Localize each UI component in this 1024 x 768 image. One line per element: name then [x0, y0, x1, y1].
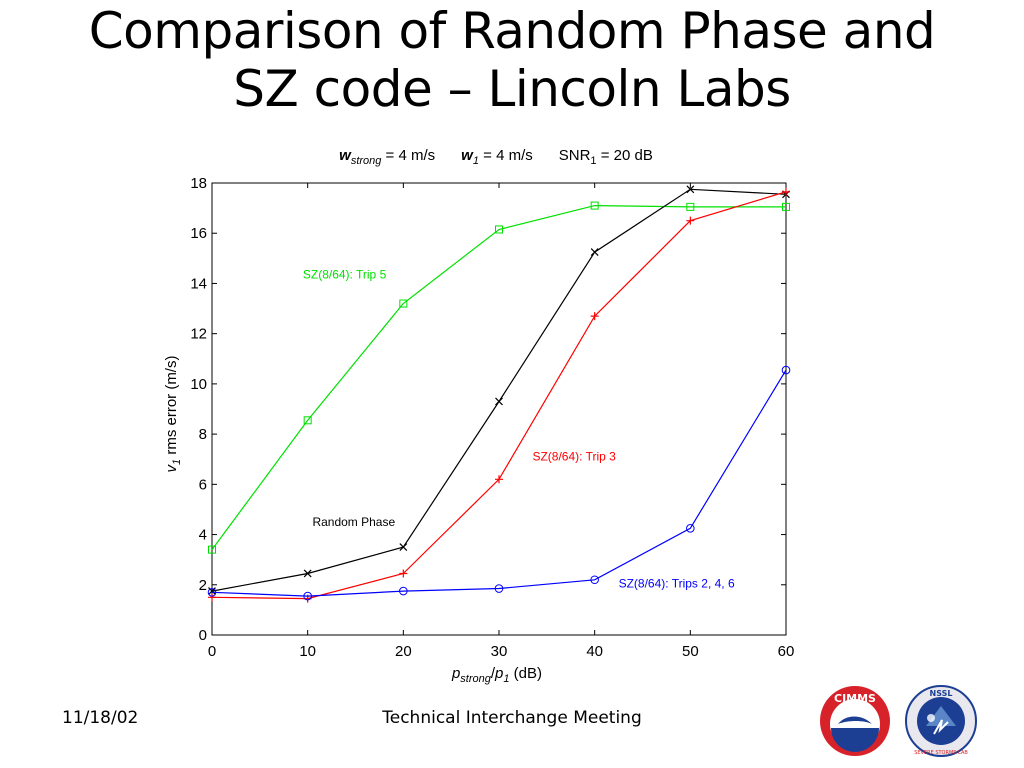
series-1: Random Phase	[208, 185, 790, 595]
y-tick-label: 0	[199, 627, 207, 644]
data-point	[590, 248, 599, 256]
series-line	[211, 188, 787, 592]
data-point	[208, 545, 216, 554]
data-point	[782, 187, 790, 196]
x-axis-label: pstrong/p1 (dB)	[451, 665, 542, 685]
nssl-logo: NSSL SEVERE STORMS LAB	[905, 685, 977, 757]
series-3: SZ(8/64): Trips 2, 4, 6	[207, 365, 791, 601]
data-point	[495, 397, 503, 406]
series-label: Random Phase	[312, 515, 395, 529]
series-label: SZ(8/64): Trip 3	[532, 449, 616, 463]
y-tick-label: 2	[199, 577, 207, 594]
data-point	[399, 569, 408, 578]
y-tick-label: 4	[199, 527, 207, 544]
data-point	[686, 216, 695, 225]
series-0: SZ(8/64): Trip 5	[208, 201, 790, 554]
footer-date: 11/18/02	[62, 708, 139, 728]
data-point	[399, 299, 408, 308]
cimms-logo: CIMMS	[820, 686, 890, 756]
nssl-logo-arc-text: SEVERE STORMS LAB	[914, 750, 968, 756]
x-tick-label: 60	[778, 643, 795, 660]
series-line	[211, 191, 787, 600]
nssl-logo-text: NSSL	[930, 689, 953, 698]
y-tick-label: 8	[199, 426, 207, 443]
x-tick-label: 0	[208, 643, 216, 660]
slide-title-line2: SZ code – Lincoln Labs	[233, 60, 791, 118]
data-point	[782, 202, 790, 211]
data-point	[303, 416, 312, 425]
footer-title: Technical Interchange Meeting	[382, 708, 642, 728]
y-tick-label: 12	[190, 326, 207, 343]
series-label: SZ(8/64): Trip 5	[303, 267, 387, 281]
series-line	[211, 204, 786, 550]
data-point	[590, 312, 599, 321]
data-point	[686, 202, 695, 211]
series-label: SZ(8/64): Trips 2, 4, 6	[619, 576, 735, 590]
data-point	[494, 584, 504, 593]
data-point	[590, 201, 599, 210]
x-tick-label: 10	[299, 643, 316, 660]
series-line	[211, 369, 787, 597]
data-point	[495, 475, 503, 484]
cimms-logo-text: CIMMS	[834, 692, 876, 705]
chart-title: wstrong = 4 m/s w1 = 4 m/s SNR1 = 20 dB	[339, 147, 653, 167]
series-2: SZ(8/64): Trip 3	[208, 187, 790, 603]
x-tick-label: 30	[491, 643, 508, 660]
slide-title: Comparison of Random Phase and SZ code –…	[0, 2, 1024, 118]
data-point	[399, 586, 408, 596]
x-tick-label: 50	[682, 643, 699, 660]
y-tick-label: 14	[190, 275, 207, 292]
data-point	[303, 569, 312, 578]
data-point	[781, 365, 791, 375]
y-tick-label: 18	[190, 175, 207, 192]
y-tick-label: 16	[190, 225, 207, 242]
data-point	[399, 543, 408, 552]
data-point	[495, 225, 503, 234]
y-tick-label: 10	[190, 376, 207, 393]
x-tick-label: 40	[586, 643, 603, 660]
y-axis-label: v1 rms error (m/s)	[163, 356, 183, 473]
data-point	[303, 591, 312, 601]
data-point	[208, 593, 216, 602]
data-point	[207, 588, 217, 597]
data-point	[686, 523, 695, 533]
y-tick-label: 6	[199, 476, 207, 493]
slide-title-line1: Comparison of Random Phase and	[88, 2, 936, 60]
x-tick-label: 20	[395, 643, 412, 660]
data-point	[590, 575, 599, 585]
data-point	[686, 185, 695, 194]
plot-frame	[211, 182, 787, 636]
